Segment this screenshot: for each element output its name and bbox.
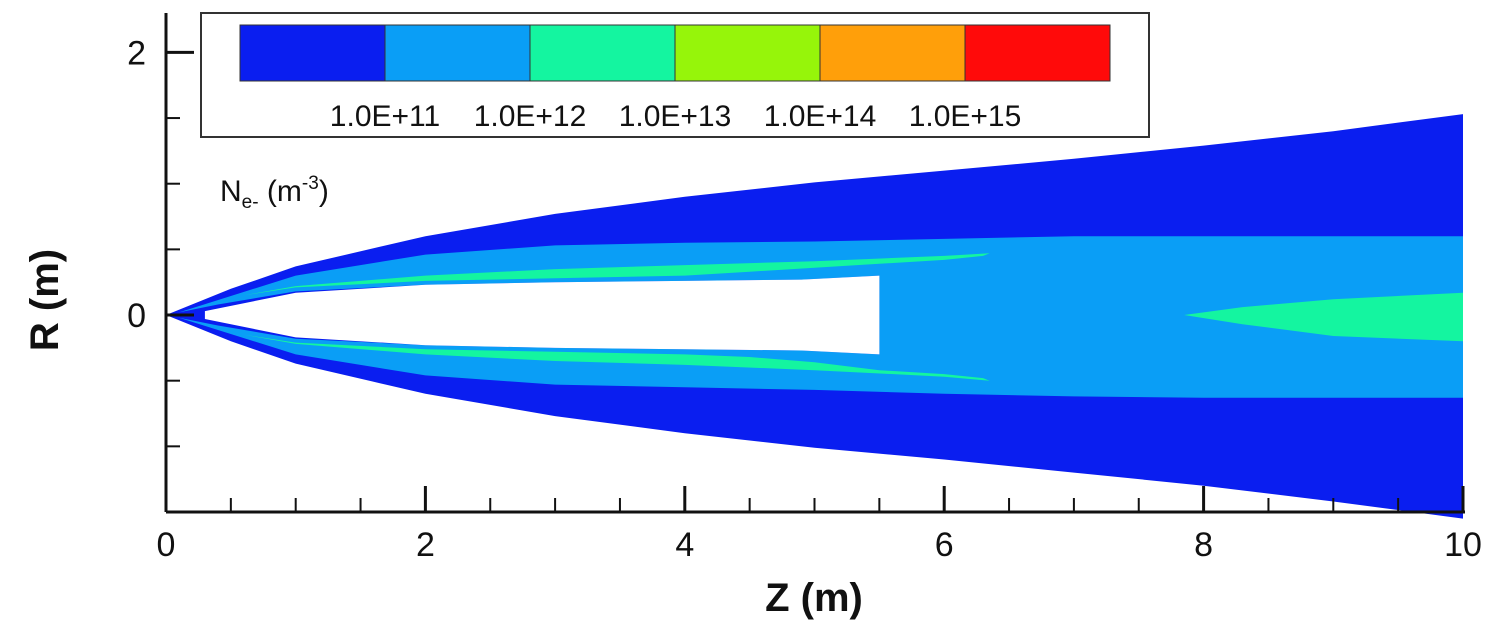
legend-colorbar: [239, 24, 1111, 82]
legend-swatch: [529, 24, 676, 82]
legend-label: 1.0E+11: [330, 100, 440, 133]
axes: 0 2 4 6 8 10 2 0: [127, 13, 1482, 564]
legend-swatch: [819, 24, 966, 82]
legend-label: 1.0E+12: [474, 100, 587, 133]
legend-label: 1.0E+15: [909, 100, 1022, 133]
x-tick-label: 10: [1444, 526, 1482, 564]
legend-label: 1.0E+14: [764, 100, 877, 133]
legend-swatch: [674, 24, 821, 82]
contour-region-near-field-void: [204, 275, 880, 355]
legend-label: 1.0E+13: [619, 100, 732, 133]
legend-title-subscript: e-: [242, 192, 259, 213]
legend-swatch: [239, 24, 386, 82]
contour-region-upper-shell: [243, 253, 990, 296]
x-tick-label: 6: [935, 526, 954, 564]
y-axis-title: R (m): [23, 249, 67, 351]
contour-region-lower-shell: [243, 334, 990, 381]
legend-swatch: [384, 24, 531, 82]
legend-title: Ne- (m-3): [220, 173, 329, 213]
contour-region-lower-inner-layer: [179, 315, 1463, 398]
legend-title-unit-open: (m: [259, 175, 302, 208]
legend-labels: 1.0E+11 1.0E+12 1.0E+13 1.0E+14 1.0E+15: [330, 100, 1022, 133]
x-tick-label: 2: [416, 526, 435, 564]
contour-region-upper-inner-layer: [179, 236, 1463, 315]
x-tick-label: 8: [1194, 526, 1213, 564]
legend-title-base: N: [220, 175, 242, 208]
legend-title-superscript: -3: [302, 173, 319, 194]
legend-title-unit-close: ): [319, 175, 329, 208]
legend-swatch: [964, 24, 1111, 82]
y-tick-label: 0: [127, 297, 146, 335]
y-tick-label: 2: [127, 34, 146, 72]
contour-region-core: [1184, 292, 1463, 342]
x-tick-label: 0: [157, 526, 176, 564]
x-axis-title: Z (m): [765, 576, 863, 620]
contour-regions: [166, 114, 1463, 519]
legend: 1.0E+11 1.0E+12 1.0E+13 1.0E+14 1.0E+15 Ne- …: [200, 12, 1150, 213]
x-tick-label: 4: [675, 526, 694, 564]
